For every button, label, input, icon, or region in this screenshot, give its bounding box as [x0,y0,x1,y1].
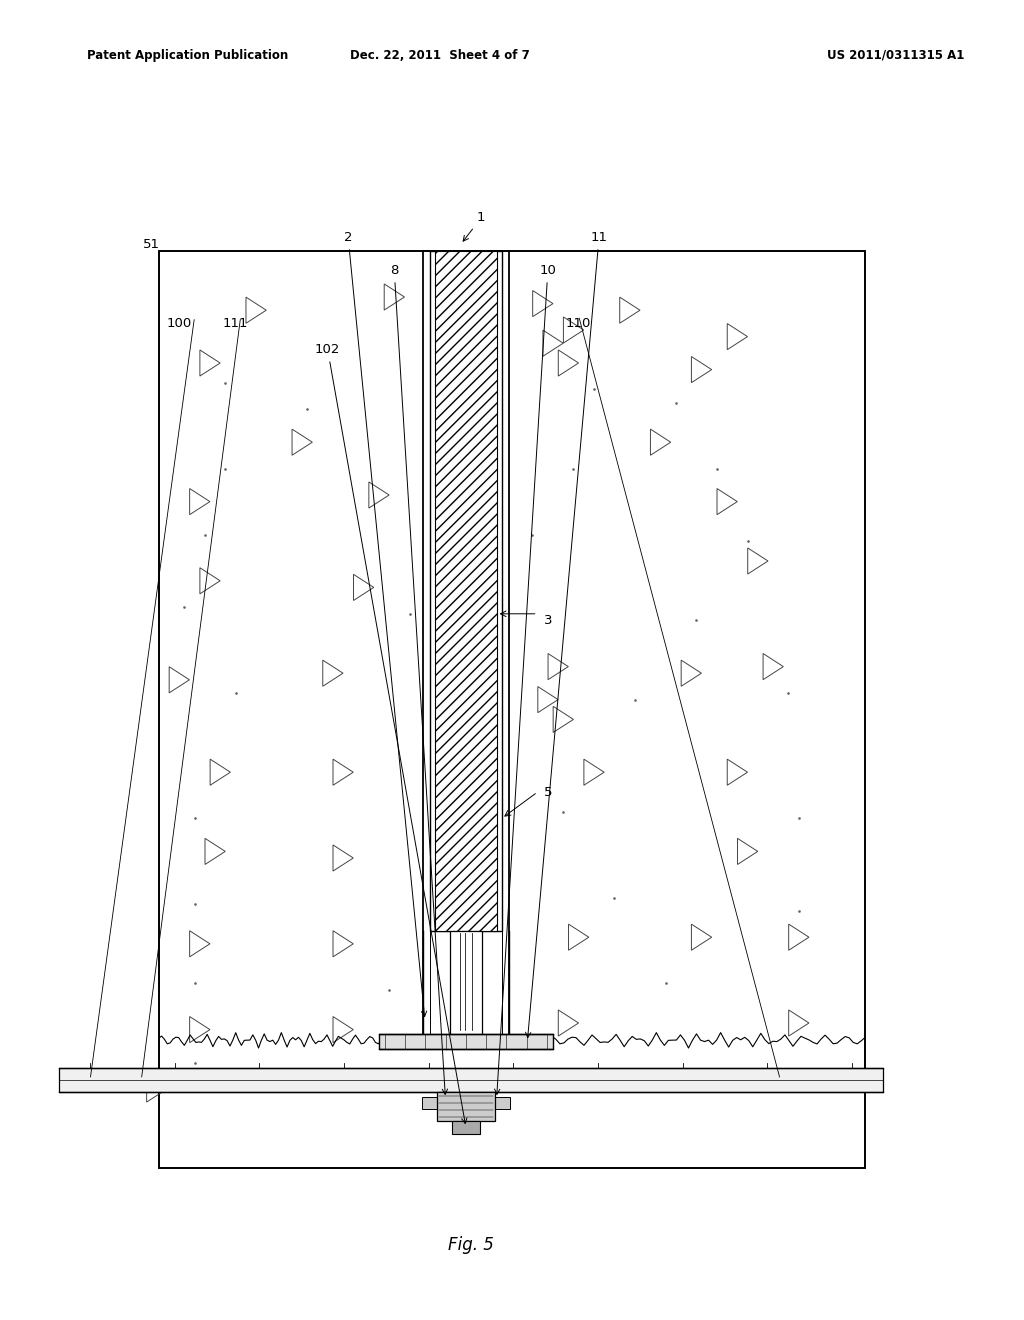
Text: Fig. 5: Fig. 5 [449,1236,494,1254]
Text: Dec. 22, 2011  Sheet 4 of 7: Dec. 22, 2011 Sheet 4 of 7 [350,49,530,62]
Text: 51: 51 [143,238,160,251]
Bar [159,251,865,1168]
Text: 11: 11 [525,231,607,1038]
Text: Patent Application Publication: Patent Application Publication [87,49,289,62]
Text: 3: 3 [544,614,552,627]
Text: 100: 100 [167,317,191,330]
Text: 110: 110 [566,317,591,330]
Bar [437,1092,495,1121]
Text: US 2011/0311315 A1: US 2011/0311315 A1 [827,49,965,62]
Bar [422,1097,437,1109]
Bar [435,251,497,931]
Text: 111: 111 [223,317,248,330]
Bar [430,251,502,931]
Bar [423,251,509,1036]
Text: 1: 1 [463,211,485,242]
Text: 8: 8 [390,264,447,1094]
Text: 10: 10 [495,264,556,1094]
Bar [59,1068,883,1092]
Bar [450,931,482,1036]
Text: 5: 5 [544,785,552,799]
Bar [495,1097,510,1109]
Bar [452,1121,480,1134]
Text: 2: 2 [344,231,427,1016]
Bar [379,1034,553,1049]
Text: 102: 102 [315,343,467,1123]
